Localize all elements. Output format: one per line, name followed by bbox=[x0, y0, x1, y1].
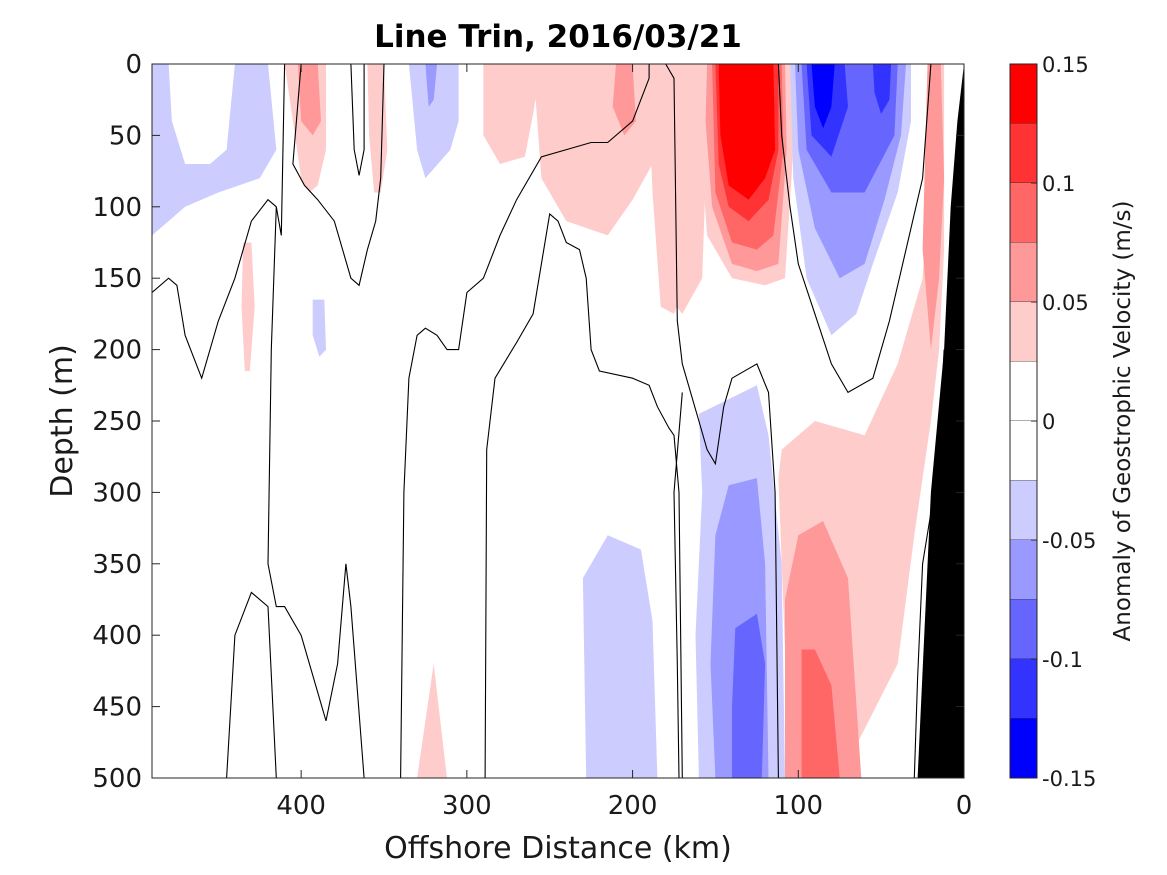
contour-line-7 bbox=[665, 64, 779, 778]
contour-region-28 bbox=[732, 613, 766, 778]
contour-region-29 bbox=[582, 535, 658, 778]
colorbar-swatch-8 bbox=[1010, 540, 1037, 600]
colorbar-swatch-10 bbox=[1010, 659, 1037, 719]
y-tick-label: 300 bbox=[92, 478, 142, 508]
contour-line-4 bbox=[226, 591, 277, 778]
contour-line-8 bbox=[673, 392, 683, 778]
colorbar-swatch-1 bbox=[1010, 123, 1037, 183]
contour-region-4 bbox=[408, 64, 459, 179]
x-tick-label: 0 bbox=[956, 791, 973, 821]
contour-line-2 bbox=[350, 64, 365, 176]
contour-region-12 bbox=[612, 64, 636, 136]
colorbar-swatch-2 bbox=[1010, 183, 1037, 243]
colorbar-tick-label: -0.1 bbox=[1042, 648, 1083, 672]
contour-line-1 bbox=[292, 64, 385, 287]
contour-region-23 bbox=[872, 64, 892, 114]
contour-region-31 bbox=[801, 649, 840, 778]
y-tick-label: 450 bbox=[92, 693, 142, 723]
colorbar-tick-label: -0.05 bbox=[1042, 529, 1096, 553]
x-tick-label: 200 bbox=[608, 791, 658, 821]
contour-region-6 bbox=[241, 242, 255, 371]
colorbar-swatch-4 bbox=[1010, 302, 1037, 362]
y-tick-label: 200 bbox=[92, 336, 142, 366]
y-tick-label: 400 bbox=[92, 621, 142, 651]
colorbar-swatch-5 bbox=[1010, 361, 1037, 421]
contour-line-0 bbox=[152, 64, 286, 380]
y-tick-label: 150 bbox=[92, 264, 142, 294]
contour-region-32 bbox=[417, 663, 447, 778]
colorbar: 0.15 0.1 0.05 0 -0.05 -0.1 -0.15 bbox=[1009, 53, 1096, 791]
y-tick-label: 350 bbox=[92, 550, 142, 580]
contour-region-22 bbox=[811, 64, 835, 129]
y-axis-title: Depth (m) bbox=[45, 344, 80, 498]
y-tick-label: 50 bbox=[109, 121, 142, 151]
contour-region-7 bbox=[312, 299, 326, 357]
colorbar-tick-label: 0.1 bbox=[1042, 172, 1075, 196]
colorbar-swatch-11 bbox=[1010, 718, 1037, 778]
colorbar-swatch-3 bbox=[1010, 242, 1037, 302]
x-tick-label: 300 bbox=[442, 791, 492, 821]
colorbar-swatch-6 bbox=[1010, 421, 1037, 481]
colorbar-tick-label: 0.05 bbox=[1042, 291, 1089, 315]
colorbar-swatch-0 bbox=[1010, 64, 1037, 124]
contour-region-3 bbox=[367, 64, 388, 193]
contour-region-0 bbox=[152, 64, 277, 236]
y-tick-label: 500 bbox=[92, 764, 142, 794]
colorbar-swatch-9 bbox=[1010, 599, 1037, 659]
colorbar-tick-label: 0 bbox=[1042, 410, 1055, 434]
x-tick-label: 100 bbox=[773, 791, 823, 821]
contour-region-8 bbox=[483, 64, 542, 164]
seafloor-land-mask bbox=[917, 64, 964, 778]
colorbar-tick-label: 0.15 bbox=[1042, 53, 1089, 77]
contour-region-10 bbox=[541, 64, 708, 314]
y-tick-label: 100 bbox=[92, 193, 142, 223]
chart-title: Line Trin, 2016/03/21 bbox=[374, 19, 742, 55]
colorbar-tick-label: -0.15 bbox=[1042, 767, 1096, 791]
colorbar-swatch-7 bbox=[1010, 480, 1037, 540]
x-tick-label: 400 bbox=[276, 791, 326, 821]
contour-line-3 bbox=[267, 206, 365, 778]
contour-region-2 bbox=[297, 64, 321, 136]
contour-region-5 bbox=[425, 64, 437, 107]
colorbar-title: Anomaly of Geostrophic Velocity (m/s) bbox=[1110, 201, 1136, 642]
contour-region-17 bbox=[718, 64, 776, 200]
contour-line-6 bbox=[484, 212, 683, 778]
y-tick-label: 250 bbox=[92, 407, 142, 437]
plot-area: 400 300 200 100 0 0 50 100 150 200 250 300 350 400 450… bbox=[92, 50, 972, 821]
x-axis-title: Offshore Distance (km) bbox=[384, 831, 732, 866]
y-tick-label: 0 bbox=[125, 50, 142, 80]
contour-line-5 bbox=[400, 64, 650, 778]
contour-fill-group bbox=[152, 64, 964, 778]
contour-line-9 bbox=[777, 64, 932, 394]
contour-region-25 bbox=[922, 64, 945, 350]
